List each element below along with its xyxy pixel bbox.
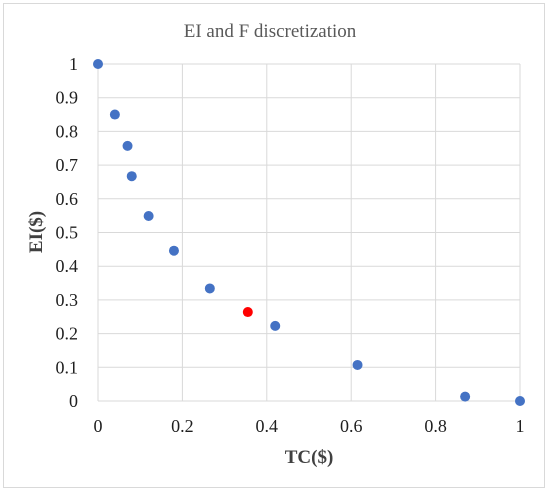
x-tick-label: 0.2 (171, 416, 194, 436)
data-point (143, 210, 154, 221)
data-point (270, 320, 281, 331)
data-point (109, 109, 120, 120)
x-tick-labels: 0 0.2 0.4 0.6 0.8 1 (94, 416, 525, 436)
y-tick-label: 0.6 (56, 189, 79, 209)
data-point (352, 359, 363, 370)
y-tick-labels: 0 0.1 0.2 0.3 0.4 0.5 0.6 0.7 0.8 0.9 1 (56, 54, 79, 411)
y-tick-label: 0.8 (56, 121, 79, 141)
chart-title: EI and F discretization (184, 21, 357, 42)
y-tick-label: 0.3 (56, 290, 79, 310)
y-tick-label: 0.9 (56, 88, 79, 108)
x-axis-label: TC($) (285, 447, 334, 468)
chart-frame (3, 3, 545, 488)
data-point (242, 307, 253, 318)
data-point (122, 140, 133, 151)
data-point (515, 396, 525, 406)
x-tick-label: 0.4 (256, 416, 279, 436)
y-axis-label: EI($) (26, 211, 47, 253)
data-points (93, 59, 525, 406)
data-point (126, 171, 137, 182)
x-tick-label: 0.8 (424, 416, 447, 436)
y-tick-label: 0 (69, 391, 78, 411)
x-tick-label: 1 (516, 416, 525, 436)
data-point (168, 245, 179, 256)
data-point (460, 391, 471, 402)
y-tick-label: 0.4 (56, 256, 79, 276)
y-tick-label: 1 (69, 54, 78, 74)
x-tick-label: 0.6 (340, 416, 363, 436)
y-tick-label: 0.1 (56, 357, 79, 377)
x-tick-label: 0 (94, 416, 103, 436)
data-point (93, 59, 103, 69)
y-tick-label: 0.5 (56, 223, 79, 243)
y-tick-label: 0.7 (56, 155, 79, 175)
data-point (204, 283, 215, 294)
gridlines (97, 63, 521, 402)
y-tick-label: 0.2 (56, 324, 79, 344)
